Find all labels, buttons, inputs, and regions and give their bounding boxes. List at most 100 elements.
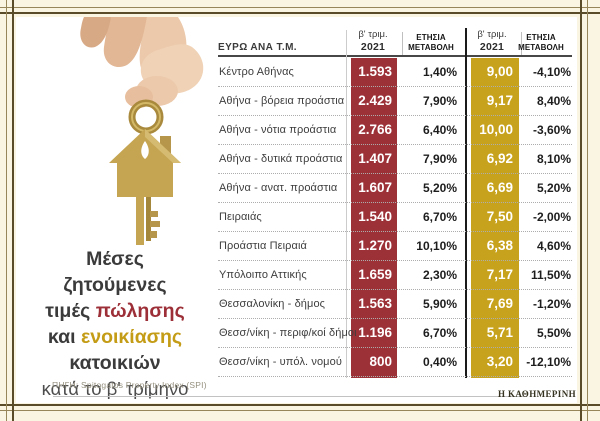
sale-price-value: 1.659 (358, 267, 392, 282)
rent-price-value: 7,17 (486, 267, 513, 282)
rent-price-value: 6,38 (486, 238, 513, 253)
data-table: Κέντρο Αθήνας 1.593 1,40% 9,00 -4,10% Αθ… (218, 58, 572, 377)
sale-price-value: 1.270 (358, 238, 392, 253)
table-row: Πειραιάς 1.540 6,70% 7,50 -2,00% (218, 203, 572, 232)
frame-line (580, 0, 582, 421)
rent-price-value: 7,50 (486, 209, 513, 224)
table-row: Αθήνα - δυτικά προάστια 1.407 7,90% 6,92… (218, 145, 572, 174)
rent-price-value: 10,00 (479, 122, 513, 137)
source-credit: ΠΗΓΗ: Spitogatos Property Index (SPI) (52, 380, 207, 390)
rent-price-value: 7,69 (486, 296, 513, 311)
frame-line (587, 0, 588, 421)
key-illustration (109, 99, 181, 245)
region-label: Αθήνα - δυτικά προάστια (219, 153, 343, 165)
frame-line (0, 410, 600, 411)
headline-line: τιμές πώλησης (45, 300, 185, 322)
headline-line: κατοικιών (69, 352, 161, 374)
rent-change-value: 8,40% (536, 94, 571, 108)
table-row: Υπόλοιπο Αττικής 1.659 2,30% 7,17 11,50% (218, 261, 572, 290)
region-label: Αθήνα - νότια προάστια (219, 124, 337, 136)
header-divider (521, 32, 522, 55)
region-label: Αθήνα - βόρεια προάστια (219, 95, 345, 107)
rent-change-value: 5,20% (536, 181, 571, 195)
rent-price-value: 9,00 (486, 64, 513, 79)
rent-price-value: 6,92 (486, 151, 513, 166)
newspaper-logo: Η ΚΑΘΗΜΕΡΙΝΗ (497, 389, 576, 399)
column-divider (346, 30, 347, 378)
rent-change-value: -4,10% (532, 65, 571, 79)
header-divider (402, 32, 403, 55)
sale-price-value: 2.429 (358, 93, 392, 108)
table-row: Αθήνα - βόρεια προάστια 2.429 7,90% 9,17… (218, 87, 572, 116)
rent-change-value: -2,00% (532, 210, 571, 224)
header-underline (218, 55, 572, 57)
sale-change-value: 6,40% (422, 123, 457, 137)
rent-change-value: -3,60% (532, 123, 571, 137)
sale-change-value: 10,10% (416, 239, 457, 253)
rent-price-value: 3,20 (486, 354, 513, 369)
frame-line (0, 7, 600, 8)
rent-change-value: 8,10% (536, 152, 571, 166)
region-label: Υπόλοιπο Αττικής (219, 269, 307, 281)
sale-change-value: 7,90% (422, 152, 457, 166)
sale-change-value: 7,90% (422, 94, 457, 108)
sale-change-value: 6,70% (422, 326, 457, 340)
unit-label: ΕΥΡΩ ΑΝΑ Τ.Μ. (218, 42, 297, 53)
frame-line (0, 404, 600, 406)
rent-quarter-header: β' τριμ. 2021 (477, 29, 507, 53)
region-label: Αθήνα - ανατ. προάστια (219, 182, 338, 194)
sale-price-value: 800 (369, 354, 392, 369)
sale-change-value: 5,90% (422, 297, 457, 311)
sale-price-value: 2.766 (358, 122, 392, 137)
region-label: Θεσσ/νίκη - περιφ/κοί δήμοι (219, 327, 357, 339)
sale-keyword: πώλησης (95, 300, 185, 322)
rent-price-value: 5,71 (486, 325, 513, 340)
rent-change-header: ΕΤΗΣΙΑ ΜΕΤΑΒΟΛΗ (518, 33, 564, 52)
rent-change-value: 4,60% (536, 239, 571, 253)
sale-price-value: 1.563 (358, 296, 392, 311)
sale-price-value: 1.607 (358, 180, 392, 195)
region-label: Κέντρο Αθήνας (219, 66, 294, 78)
group-divider (465, 28, 467, 378)
table-row: Κέντρο Αθήνας 1.593 1,40% 9,00 -4,10% (218, 58, 572, 87)
footer-rule (53, 396, 527, 397)
sale-price-value: 1.593 (358, 64, 392, 79)
headline-line: Μέσες (86, 248, 144, 270)
sale-price-value: 1.407 (358, 151, 392, 166)
table-row: Θεσσ/νίκη - περιφ/κοί δήμοι 1.196 6,70% … (218, 319, 572, 348)
hand-key-photo (80, 17, 204, 245)
rent-price-value: 9,17 (486, 93, 513, 108)
sale-change-value: 0,40% (422, 355, 457, 369)
frame-line (0, 12, 600, 14)
sale-change-header: ΕΤΗΣΙΑ ΜΕΤΑΒΟΛΗ (408, 33, 454, 52)
table-row: Αθήνα - νότια προάστια 2.766 6,40% 10,00… (218, 116, 572, 145)
headline-subline: κατά το β' τρίμηνο (41, 378, 189, 399)
sale-price-value: 1.196 (358, 325, 392, 340)
headline-line: ζητούμενες (63, 274, 167, 296)
table-row: Προάστια Πειραιά 1.270 10,10% 6,38 4,60% (218, 232, 572, 261)
rent-keyword: ενοικίασης (80, 326, 183, 348)
sale-quarter-header: β' τριμ. 2021 (358, 29, 388, 53)
sale-price-value: 1.540 (358, 209, 392, 224)
sale-change-value: 2,30% (422, 268, 457, 282)
rent-change-value: 5,50% (536, 326, 571, 340)
region-label: Θεσσαλονίκη - δήμος (219, 298, 326, 310)
frame-line (6, 0, 7, 421)
table-row: Αθήνα - ανατ. προάστια 1.607 5,20% 6,69 … (218, 174, 572, 203)
table-row: Θεσσ/νίκη - υπόλ. νομού 800 0,40% 3,20 -… (218, 348, 572, 377)
headline: Μέσες ζητούμενες τιμές πώλησης και ενοικ… (14, 246, 216, 402)
rent-change-value: -1,20% (532, 297, 571, 311)
headline-line: και ενοικίασης (47, 326, 183, 348)
frame-line (12, 0, 14, 421)
rent-price-value: 6,69 (486, 180, 513, 195)
sale-change-value: 5,20% (422, 181, 457, 195)
region-label: Πειραιάς (219, 211, 262, 223)
region-label: Θεσσ/νίκη - υπόλ. νομού (219, 356, 342, 368)
rent-change-value: 11,50% (530, 268, 571, 282)
rent-price-column-band (471, 58, 519, 378)
hand-illustration (80, 17, 204, 108)
region-label: Προάστια Πειραιά (219, 240, 307, 252)
rent-change-value: -12,10% (526, 355, 571, 369)
sale-change-value: 1,40% (422, 65, 457, 79)
